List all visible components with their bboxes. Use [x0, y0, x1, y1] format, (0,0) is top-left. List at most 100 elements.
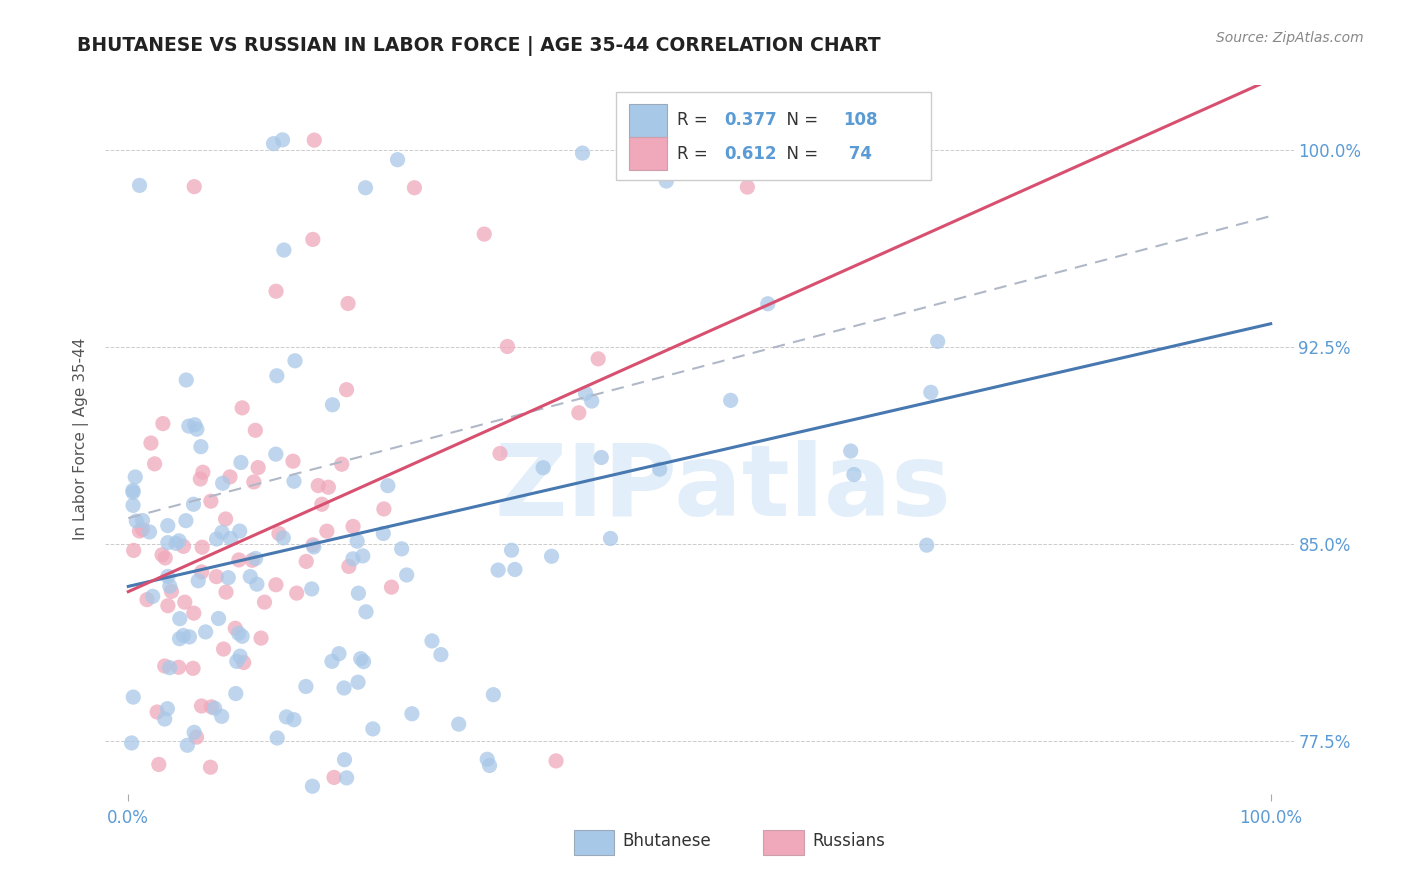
Point — [207, 611, 229, 625]
Point — [503, 562, 526, 576]
Point — [131, 522, 153, 536]
Point — [167, 533, 190, 548]
Y-axis label: In Labor Force | Age 35-44: In Labor Force | Age 35-44 — [73, 338, 90, 541]
Point — [271, 133, 294, 147]
Point — [571, 146, 593, 161]
Point — [337, 559, 360, 574]
Point — [263, 136, 285, 151]
Text: BHUTANESE VS RUSSIAN IN LABOR FORCE | AGE 35-44 CORRELATION CHART: BHUTANESE VS RUSSIAN IN LABOR FORCE | AG… — [77, 36, 882, 55]
Point — [184, 417, 207, 432]
Point — [204, 701, 226, 715]
Point — [231, 629, 253, 643]
Point — [200, 699, 222, 714]
Point — [304, 133, 326, 147]
Point — [842, 467, 865, 482]
Point — [264, 447, 287, 461]
Point — [190, 440, 212, 454]
Point — [190, 565, 212, 579]
Point — [156, 535, 179, 549]
Point — [124, 470, 146, 484]
Point — [160, 584, 183, 599]
Point — [183, 497, 205, 511]
Point — [245, 551, 267, 566]
Point — [183, 606, 205, 620]
Point — [927, 334, 949, 349]
Point — [143, 457, 166, 471]
Point — [591, 450, 613, 465]
Point — [194, 624, 217, 639]
Point — [228, 524, 250, 538]
Point — [253, 595, 276, 609]
Point — [159, 579, 181, 593]
Point — [174, 373, 197, 387]
Point — [311, 497, 333, 511]
FancyBboxPatch shape — [630, 137, 668, 169]
Point — [276, 710, 298, 724]
Point — [307, 478, 329, 492]
Point — [191, 465, 214, 479]
Point — [228, 626, 250, 640]
Point — [165, 536, 187, 550]
Point — [281, 454, 304, 468]
Point — [224, 621, 246, 635]
Point — [333, 753, 356, 767]
Point — [430, 648, 453, 662]
Point — [401, 706, 423, 721]
Point — [335, 383, 357, 397]
Point — [250, 631, 273, 645]
Point — [128, 178, 150, 193]
Text: N =: N = — [776, 112, 823, 129]
Point — [122, 485, 145, 500]
Point — [125, 514, 148, 528]
Point — [271, 531, 294, 545]
Point — [148, 757, 170, 772]
Point — [176, 738, 198, 752]
Text: R =: R = — [676, 112, 713, 129]
Point — [477, 752, 499, 766]
Point — [501, 543, 523, 558]
Point — [136, 592, 159, 607]
Point — [212, 642, 235, 657]
Point — [353, 655, 375, 669]
Point — [155, 550, 177, 565]
Point — [655, 174, 678, 188]
Point — [128, 524, 150, 538]
Point — [183, 179, 205, 194]
Point — [321, 654, 343, 668]
Point — [472, 227, 495, 241]
Point — [354, 180, 377, 194]
Point — [676, 148, 699, 162]
Point — [489, 446, 512, 460]
Point — [486, 563, 509, 577]
Point — [167, 660, 190, 674]
Point — [156, 518, 179, 533]
Point — [648, 462, 671, 476]
Point — [302, 232, 325, 246]
Point — [183, 725, 205, 739]
FancyBboxPatch shape — [630, 103, 668, 136]
Point — [568, 406, 591, 420]
Text: 108: 108 — [844, 112, 877, 129]
Point — [225, 654, 247, 668]
Point — [915, 538, 938, 552]
Point — [229, 455, 252, 469]
Point — [283, 713, 305, 727]
Point — [156, 569, 179, 583]
Point — [581, 394, 603, 409]
Point — [633, 164, 655, 178]
Point — [181, 661, 204, 675]
Point — [191, 540, 214, 554]
Point — [295, 680, 318, 694]
Point — [377, 478, 399, 492]
Point — [217, 571, 239, 585]
Point — [138, 524, 160, 539]
Point — [301, 779, 323, 793]
Point — [172, 539, 194, 553]
Point — [211, 476, 233, 491]
Point — [200, 494, 222, 508]
Point — [131, 514, 153, 528]
Point — [373, 502, 395, 516]
Point — [146, 705, 169, 719]
Point — [285, 586, 308, 600]
Point — [373, 526, 395, 541]
